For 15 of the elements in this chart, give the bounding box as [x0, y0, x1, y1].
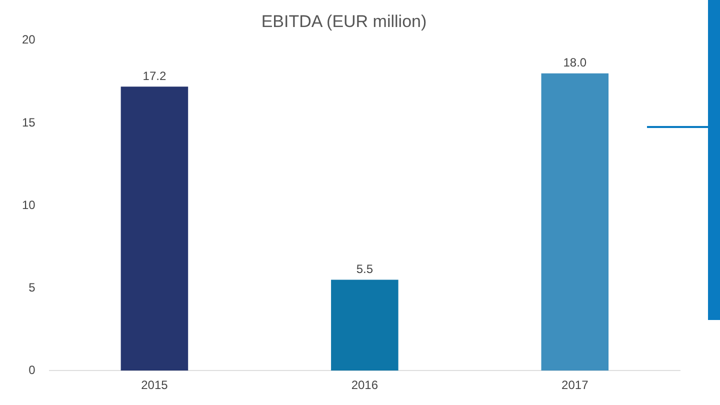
bar	[541, 73, 609, 371]
y-tick-label: 15	[22, 115, 36, 130]
chart-title: EBITDA (EUR million)	[261, 12, 427, 31]
y-tick-label: 5	[28, 280, 36, 294]
bar	[120, 86, 188, 371]
data-label: 18.0	[563, 56, 587, 70]
y-tick-label: 20	[22, 32, 36, 47]
x-tick-label: 2015	[141, 378, 168, 392]
x-tick-label: 2017	[562, 378, 589, 392]
y-tick-label: 10	[22, 198, 36, 212]
x-tick-label: 2016	[351, 378, 378, 392]
bar	[331, 280, 398, 371]
data-label: 5.5	[356, 262, 374, 276]
y-tick-label: 0	[28, 362, 36, 377]
data-label: 17.2	[142, 68, 166, 83]
